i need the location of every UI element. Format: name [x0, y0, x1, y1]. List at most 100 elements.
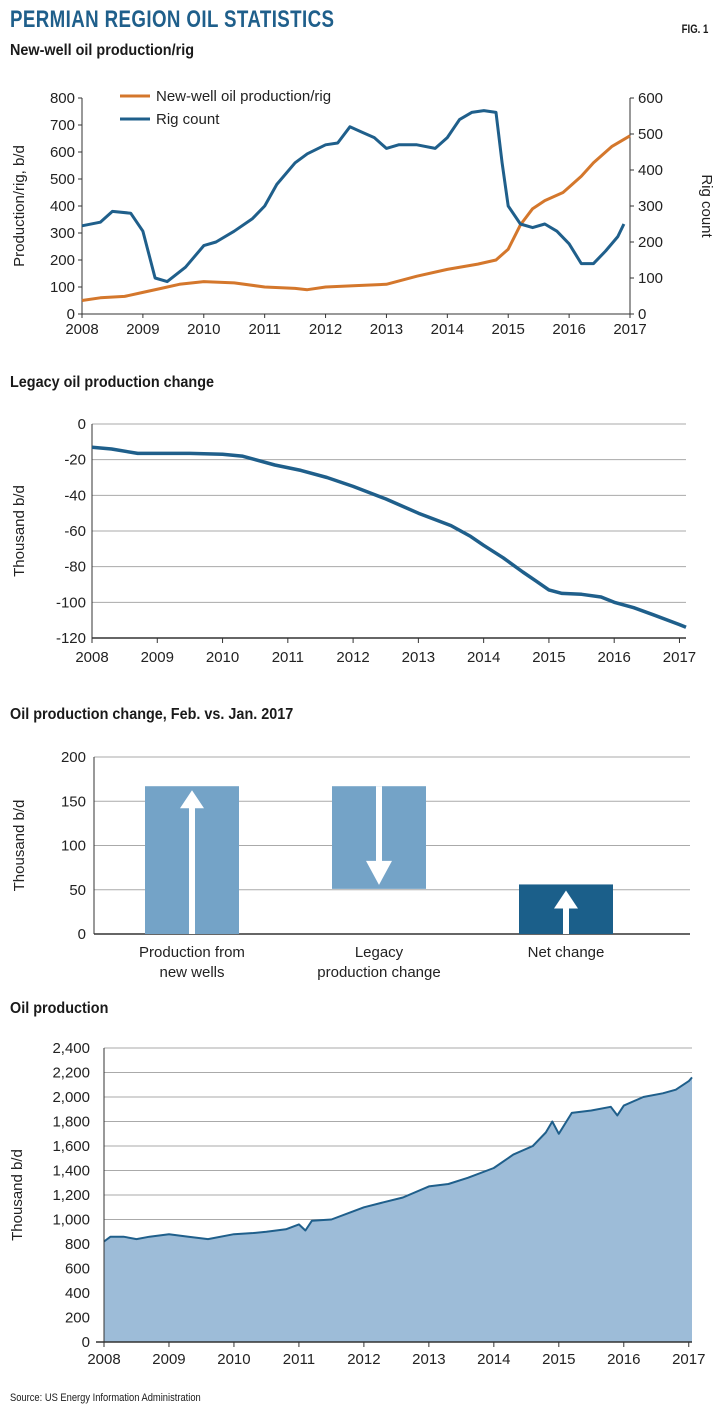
y-tick-label: 1,600 [52, 1138, 90, 1155]
x-tick-label: 2008 [75, 649, 108, 666]
y-tick-label: 100 [61, 838, 86, 855]
y-tick-label: -60 [64, 523, 86, 540]
x-tick-label: 2008 [87, 1351, 120, 1368]
y2-tick-label: 300 [638, 198, 663, 215]
figure-title: PERMIAN REGION OIL STATISTICS [10, 6, 335, 33]
x-tick-label: 2014 [431, 321, 464, 338]
x-tick-label: 2013 [402, 649, 435, 666]
x-tick-label: 2009 [141, 649, 174, 666]
x-tick-label: 2014 [467, 649, 500, 666]
y-tick-label: 1,200 [52, 1187, 90, 1204]
y2-tick-label: 600 [638, 90, 663, 107]
y-tick-label: 600 [65, 1261, 90, 1278]
y-tick-label: 50 [69, 882, 86, 899]
x-tick-label: 2009 [126, 321, 159, 338]
y-tick-label: 1,000 [52, 1212, 90, 1229]
production-area [104, 1077, 692, 1342]
y-tick-label: 400 [50, 198, 75, 215]
y2-tick-label: 200 [638, 234, 663, 251]
category-label-2-line2: production change [317, 964, 440, 981]
y-tick-label: 2,200 [52, 1065, 90, 1082]
y2-tick-label: 500 [638, 126, 663, 143]
series-line-1 [81, 134, 631, 302]
y-tick-label: 600 [50, 144, 75, 161]
x-tick-label: 2012 [347, 1351, 380, 1368]
y-axis-label: Thousand b/d [11, 485, 28, 577]
legend-label-2: Rig count [156, 111, 220, 128]
chart4-title: Oil production [10, 1000, 109, 1017]
y-tick-label: 700 [50, 117, 75, 134]
category-label-2: Legacy [355, 944, 404, 961]
y-tick-label: 200 [50, 252, 75, 269]
y-axis-label: Thousand b/d [11, 800, 28, 892]
y-tick-label: 300 [50, 225, 75, 242]
y-tick-label: 0 [82, 1334, 90, 1351]
y-tick-label: 0 [78, 926, 86, 943]
x-tick-label: 2017 [663, 649, 696, 666]
y-tick-label: 800 [50, 90, 75, 107]
x-tick-label: 2008 [65, 321, 98, 338]
y-tick-label: 500 [50, 171, 75, 188]
arrow-shaft-1 [189, 807, 195, 934]
x-tick-label: 2012 [309, 321, 342, 338]
x-tick-label: 2015 [542, 1351, 575, 1368]
x-tick-label: 2011 [272, 649, 304, 666]
y-tick-label: 1,800 [52, 1114, 90, 1131]
x-tick-label: 2016 [607, 1351, 640, 1368]
x-tick-label: 2015 [532, 649, 565, 666]
y2-axis-label: Rig count [698, 174, 715, 238]
category-label-1: Production from [139, 944, 245, 961]
x-tick-label: 2017 [672, 1351, 705, 1368]
chart3-title: Oil production change, Feb. vs. Jan. 201… [10, 706, 294, 723]
x-tick-label: 2014 [477, 1351, 510, 1368]
y-tick-label: 2,000 [52, 1089, 90, 1106]
x-tick-label: 2016 [598, 649, 631, 666]
y-tick-label: 2,400 [52, 1040, 90, 1057]
y-tick-label: -120 [56, 630, 86, 647]
x-tick-label: 2010 [206, 649, 239, 666]
chart-legacy-change: 0 -20 -40 -60 -80 -100 -120 2008 2009 2010 2011 201… [11, 416, 696, 666]
y-tick-label: -80 [64, 559, 86, 576]
chart2-title: Legacy oil production change [10, 374, 215, 391]
x-tick-label: 2011 [249, 321, 281, 338]
arrow-shaft-3 [563, 907, 569, 934]
y-axis-label: Thousand b/d [9, 1149, 26, 1241]
y-tick-label: -100 [56, 594, 86, 611]
y-tick-label: 0 [78, 416, 86, 433]
y-tick-label: 100 [50, 279, 75, 296]
chart1-title: New-well oil production/rig [10, 42, 195, 59]
x-tick-label: 2013 [370, 321, 403, 338]
y-axis-label: Production/rig, b/d [11, 145, 28, 267]
x-tick-label: 2012 [336, 649, 369, 666]
x-tick-label: 2016 [552, 321, 585, 338]
chart-new-well-production: 2008 2009 2010 2011 2012 2013 2014 2015 2016 2017… [11, 88, 715, 338]
x-tick-label: 2010 [217, 1351, 250, 1368]
x-tick-label: 2017 [613, 321, 646, 338]
source-note: Source: US Energy Information Administra… [10, 1392, 201, 1404]
y2-tick-label: 0 [638, 306, 646, 323]
production-line [103, 1076, 693, 1243]
y-tick-label: 0 [67, 306, 75, 323]
legacy-change-line [91, 445, 687, 629]
y-tick-label: 200 [65, 1310, 90, 1327]
y2-tick-label: 100 [638, 270, 663, 287]
x-tick-label: 2011 [283, 1351, 315, 1368]
y-tick-label: -20 [64, 452, 86, 469]
x-tick-label: 2009 [152, 1351, 185, 1368]
y-tick-label: -40 [64, 487, 86, 504]
legend-label-1: New-well oil production/rig [156, 88, 331, 105]
arrow-up-icon [180, 790, 204, 809]
series-line-2 [81, 109, 626, 284]
figure-number: FIG. 1 [681, 22, 708, 36]
arrow-down-icon [366, 860, 392, 885]
y-tick-label: 1,400 [52, 1163, 90, 1180]
x-tick-label: 2015 [492, 321, 525, 338]
arrow-shaft-2 [376, 786, 382, 862]
category-label-1-line2: new wells [159, 964, 224, 981]
y2-tick-label: 400 [638, 162, 663, 179]
category-label-3: Net change [528, 944, 605, 961]
y-tick-label: 200 [61, 749, 86, 766]
x-tick-label: 2013 [412, 1351, 445, 1368]
arrow-up-icon [554, 890, 578, 909]
